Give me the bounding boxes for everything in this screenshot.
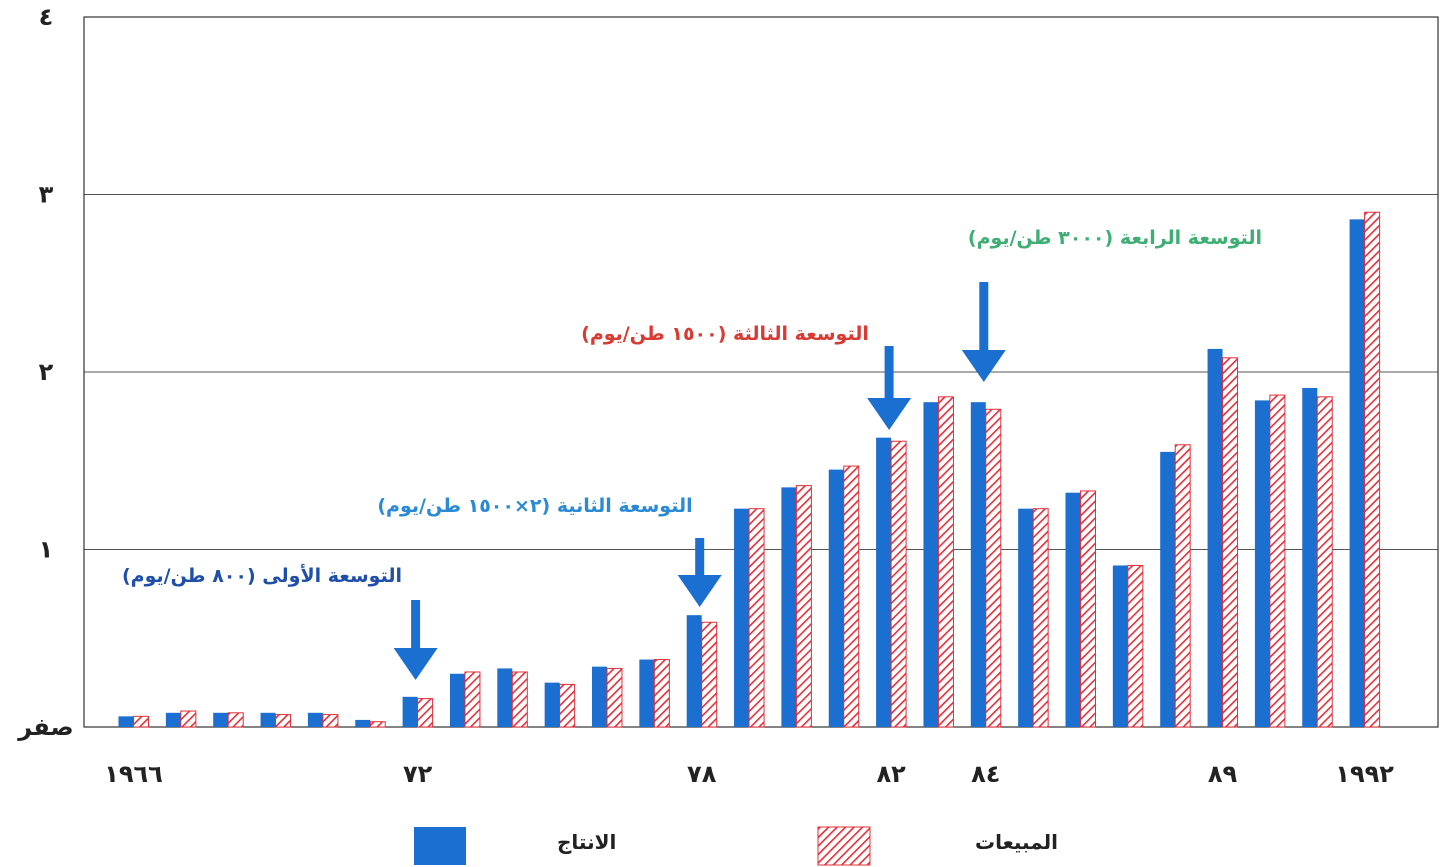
arrow-down-icon [961, 282, 1006, 382]
bar-production [639, 659, 655, 727]
bar-sales [180, 710, 197, 728]
annotation-label: التوسعة الرابعة (٣٠٠٠ طن/يوم) [968, 227, 1262, 249]
bar-production [1254, 400, 1270, 727]
y-tick-label: ٣ [39, 181, 54, 209]
x-tick-label: ٨٩ [1208, 760, 1238, 788]
x-tick-label: ٧٨ [687, 760, 717, 788]
bar-sales [653, 659, 670, 728]
bar-sales [417, 698, 434, 728]
bar-production [165, 712, 181, 727]
legend: الانتاج المبيعات [414, 826, 1058, 866]
bar-production [402, 696, 418, 727]
legend-swatch-production [414, 827, 466, 865]
bar-production [1302, 387, 1318, 727]
bar-sales [748, 508, 765, 728]
bar-sales [1080, 490, 1096, 728]
bar-sales [606, 667, 623, 728]
x-tick-label: ١٩٩٢ [1335, 760, 1394, 788]
expansion-annotations: التوسعة الأولى (٨٠٠ طن/يوم) التوسعة الثان… [122, 227, 1262, 680]
bar-production [497, 668, 513, 727]
bar-production [1018, 508, 1034, 727]
annotation-label: التوسعة الثالثة (١٥٠٠ طن/يوم) [581, 323, 869, 345]
arrow-down-icon [677, 538, 722, 607]
arrow-down-icon [867, 346, 912, 430]
bar-production [734, 508, 750, 727]
bar-sales [1222, 357, 1239, 728]
annotation-label: التوسعة الثانية (٢×١٥٠٠ طن/يوم) [377, 495, 692, 517]
bar-production [686, 615, 702, 727]
bar-sales [937, 396, 954, 728]
x-tick-label: ١٩٦٦ [104, 760, 163, 788]
bar-sales [795, 485, 812, 728]
bar-sales [843, 465, 860, 728]
bar-production [970, 402, 986, 727]
bar-sales [985, 408, 1002, 728]
bar-sales [1032, 508, 1049, 728]
x-tick-label: ٨٤ [971, 760, 1000, 788]
bar-production [355, 719, 371, 727]
bar-sales [1316, 396, 1333, 728]
bar-sales [1174, 444, 1191, 728]
x-tick-label: ٨٢ [876, 760, 906, 788]
x-axis-ticks: ١٩٦٦ ٧٢ ٧٨ ٨٢ ٨٤ ٨٩ ١٩٩٢ [104, 760, 1394, 788]
y-tick-label: صفر [17, 713, 73, 741]
legend-label-sales: المبيعات [975, 830, 1058, 854]
bar-sales [1127, 564, 1144, 728]
y-axis-ticks: صفر ١ ٢ ٣ ٤ [17, 3, 73, 741]
bar-sales [227, 712, 244, 728]
bar-production [1065, 492, 1081, 727]
bar-sales [133, 715, 149, 728]
y-tick-label: ١ [39, 536, 54, 564]
bar-production [213, 712, 229, 727]
y-tick-label: ٤ [39, 3, 54, 31]
bar-production [828, 469, 844, 727]
bar-production [544, 682, 560, 727]
x-tick-label: ٧٢ [403, 760, 433, 788]
bar-production [592, 666, 607, 727]
bar-sales [701, 621, 718, 728]
bar-production [923, 402, 939, 727]
bar-production [118, 716, 134, 727]
bar-sales [559, 683, 576, 728]
bar-sales [322, 714, 339, 728]
bar-production [1207, 348, 1223, 727]
bar-production [449, 673, 465, 727]
bar-production [876, 437, 892, 727]
bar-sales [1269, 394, 1286, 728]
legend-swatch-sales [817, 826, 871, 866]
bar-production [260, 712, 276, 727]
bar-production [1160, 451, 1176, 727]
arrow-down-icon [393, 600, 438, 680]
bars [118, 211, 1381, 728]
bar-sales [275, 714, 292, 728]
bar-production [1112, 565, 1128, 727]
legend-label-production: الانتاج [557, 830, 616, 854]
bar-sales [890, 440, 907, 728]
annotation-label: التوسعة الأولى (٨٠٠ طن/يوم) [122, 564, 402, 587]
bar-sales [369, 721, 386, 728]
bar-sales [511, 671, 528, 728]
bar-production [1349, 219, 1365, 727]
bar-production [307, 712, 323, 727]
bar-sales [464, 671, 481, 728]
bar-sales [1364, 211, 1381, 728]
bar-production [781, 487, 797, 727]
y-tick-label: ٢ [39, 358, 54, 386]
